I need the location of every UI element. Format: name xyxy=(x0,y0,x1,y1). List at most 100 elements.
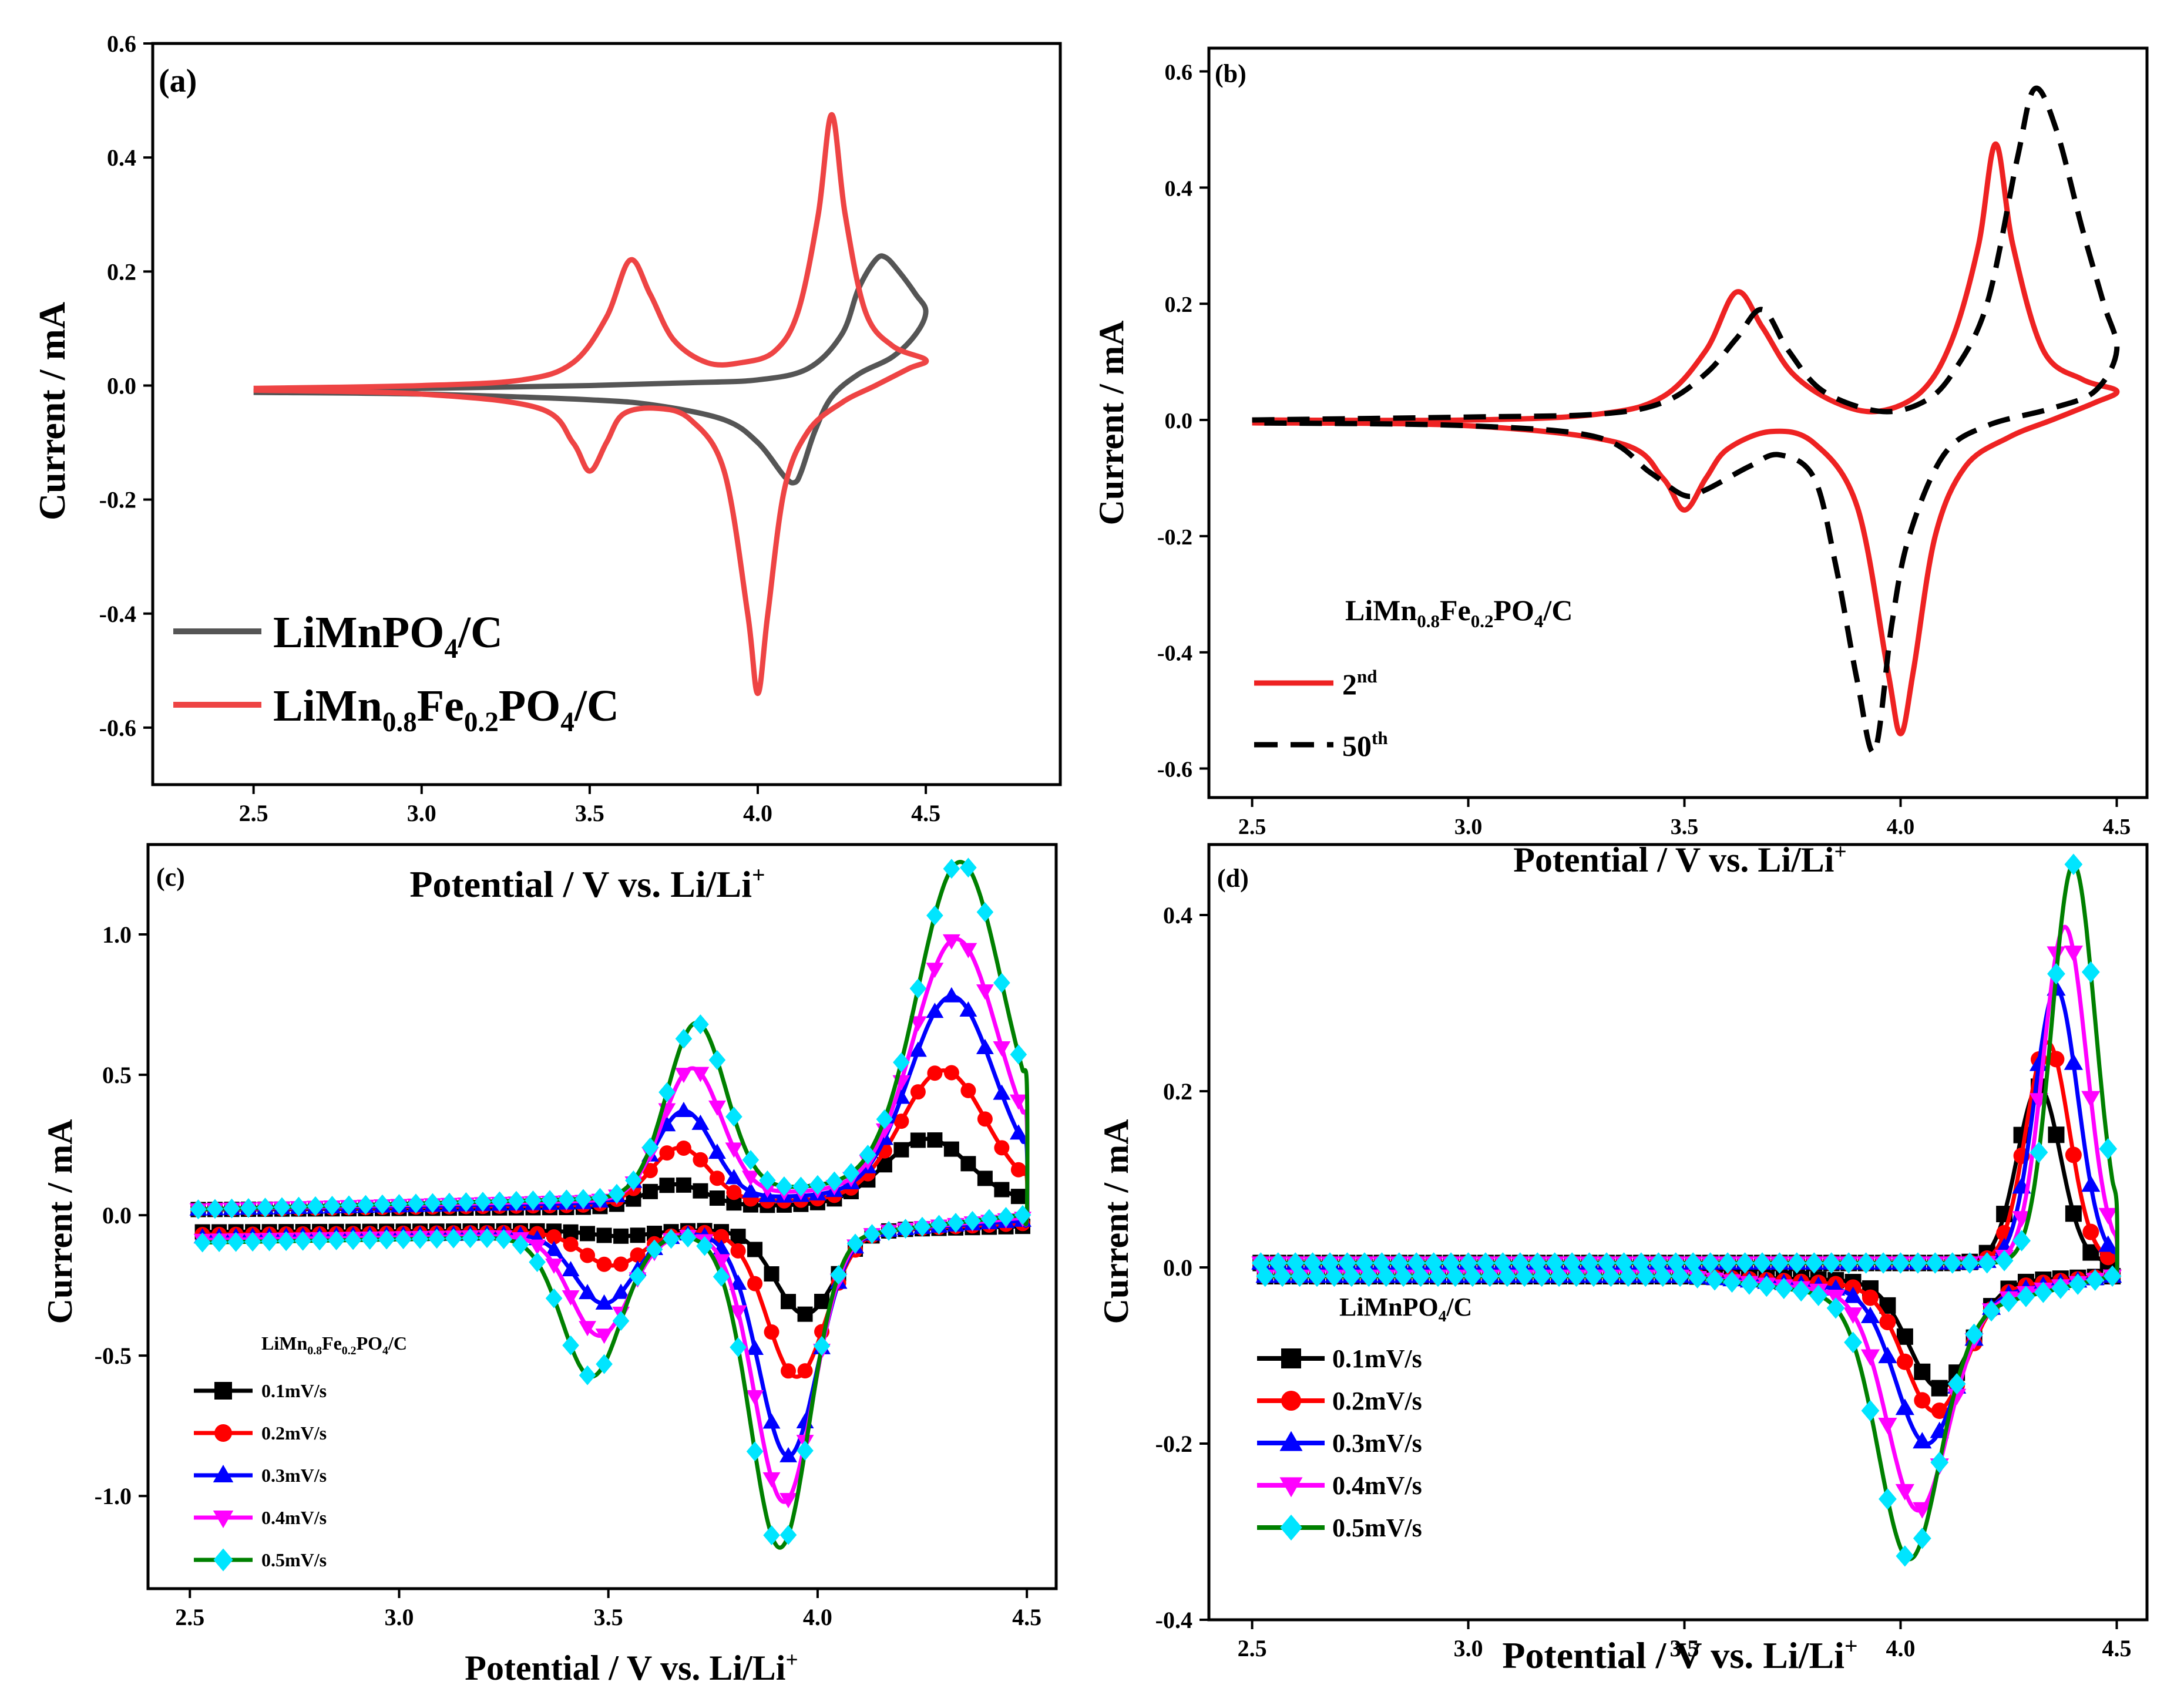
data-point xyxy=(993,1084,1011,1100)
data-point xyxy=(997,1207,1014,1227)
data-point xyxy=(328,1230,345,1250)
data-point xyxy=(1879,1314,1896,1331)
data-point xyxy=(641,1137,659,1158)
series-line-3 xyxy=(1261,924,2119,1513)
data-point xyxy=(674,1068,693,1084)
data-point xyxy=(311,1230,328,1251)
data-point xyxy=(779,1525,797,1545)
data-point xyxy=(478,1228,496,1249)
data-point xyxy=(1009,1124,1027,1140)
data-point xyxy=(1861,1400,1880,1422)
data-point xyxy=(1787,1252,1806,1274)
data-point xyxy=(1533,1265,1551,1287)
legend-c-marker-3 xyxy=(213,1511,234,1528)
data-point xyxy=(1636,1265,1655,1287)
y-tick-label: -0.4 xyxy=(99,601,136,627)
data-point xyxy=(1701,1252,1720,1274)
legend-c-label-1: 0.2mV/s xyxy=(261,1422,327,1444)
data-point xyxy=(1930,1451,1949,1474)
data-point xyxy=(1567,1265,1585,1287)
panel-d-curves xyxy=(1251,853,2122,1567)
legend-c-marker-0 xyxy=(214,1382,232,1400)
data-point xyxy=(713,1254,730,1270)
data-point xyxy=(574,1189,592,1209)
data-point xyxy=(1563,1252,1581,1274)
data-point xyxy=(1010,1189,1026,1205)
data-point xyxy=(1511,1252,1530,1274)
data-point xyxy=(1947,1388,1967,1405)
data-point xyxy=(562,1335,579,1355)
panel-d-frame xyxy=(1207,843,2149,1622)
data-point xyxy=(206,1199,224,1219)
legend-d-marker-4 xyxy=(1280,1514,1302,1541)
legend-a-label-1: LiMnPO4/C xyxy=(273,608,503,664)
data-point xyxy=(1839,1252,1858,1274)
data-point xyxy=(964,1210,981,1231)
data-point xyxy=(797,1306,813,1322)
data-point xyxy=(579,1365,596,1385)
panel-c-label: (c) xyxy=(156,863,185,892)
data-point xyxy=(1770,1252,1789,1274)
data-point xyxy=(512,1235,529,1255)
data-point xyxy=(1528,1252,1547,1274)
data-point xyxy=(1494,1252,1512,1274)
data-point xyxy=(658,1116,676,1132)
data-point xyxy=(893,1142,909,1158)
data-point xyxy=(1407,1252,1426,1274)
y-tick-label: 0.0 xyxy=(107,372,136,399)
data-point xyxy=(596,1354,613,1374)
data-point xyxy=(2012,1230,2031,1252)
data-point xyxy=(947,1213,965,1233)
x-tick-label: 4.5 xyxy=(1012,1604,1041,1630)
data-point xyxy=(495,1229,512,1249)
data-point xyxy=(1757,1275,1776,1297)
data-point xyxy=(746,1339,764,1355)
series-line-1 xyxy=(253,112,929,697)
panel-c-frame xyxy=(146,843,1058,1590)
data-point xyxy=(708,1050,726,1070)
data-point xyxy=(1860,1306,1880,1323)
data-point xyxy=(2065,1146,2082,1163)
data-point xyxy=(1498,1265,1517,1287)
data-point xyxy=(980,1209,998,1229)
data-point xyxy=(2081,1091,2101,1108)
data-point xyxy=(927,1065,943,1081)
panel-b-legend: LiMn0.8Fe0.2PO4/C 2nd 50th xyxy=(1254,594,1573,762)
data-point xyxy=(1775,1277,1793,1299)
data-point xyxy=(1960,1252,1979,1274)
data-point xyxy=(1914,1363,1931,1380)
data-point xyxy=(1459,1252,1477,1274)
data-point xyxy=(976,1038,994,1054)
data-point xyxy=(1550,1265,1568,1287)
data-point xyxy=(729,1274,747,1290)
data-point xyxy=(2017,1286,2035,1307)
data-point xyxy=(458,1192,475,1212)
data-point xyxy=(257,1198,274,1218)
series-line-3 xyxy=(198,937,1030,1504)
x-tick-label: 2.5 xyxy=(239,800,268,826)
legend-c-label-0: 0.1mV/s xyxy=(261,1380,327,1401)
data-point xyxy=(696,1236,713,1256)
data-point xyxy=(1843,1307,1863,1324)
data-point xyxy=(943,859,960,879)
data-point xyxy=(1891,1252,1910,1274)
panel-a-ticks: 2.5 3.0 3.5 4.0 4.5 0.6 0.4 0.2 0.0 -0.2 -0.4 -0.6 xyxy=(99,31,940,826)
data-point xyxy=(913,1216,931,1237)
data-point xyxy=(580,1226,596,1242)
data-point xyxy=(2034,1281,2052,1303)
series-line-1 xyxy=(1252,85,2120,755)
data-point xyxy=(775,1176,793,1196)
data-point xyxy=(545,1240,563,1256)
data-point xyxy=(1909,1252,1927,1274)
y-tick-label: 0.2 xyxy=(107,258,136,285)
y-tick-label: 0.0 xyxy=(102,1202,132,1229)
data-point xyxy=(1995,1250,2014,1272)
data-point xyxy=(1862,1289,1879,1306)
data-point xyxy=(261,1231,278,1252)
data-point xyxy=(730,1337,747,1357)
panel-c-title: Potential / V vs. Li/Li+ xyxy=(409,862,765,905)
data-point xyxy=(1014,1205,1031,1225)
legend-d-label-3: 0.4mV/s xyxy=(1332,1471,1422,1500)
data-point xyxy=(445,1228,462,1249)
data-point xyxy=(1982,1300,2001,1322)
